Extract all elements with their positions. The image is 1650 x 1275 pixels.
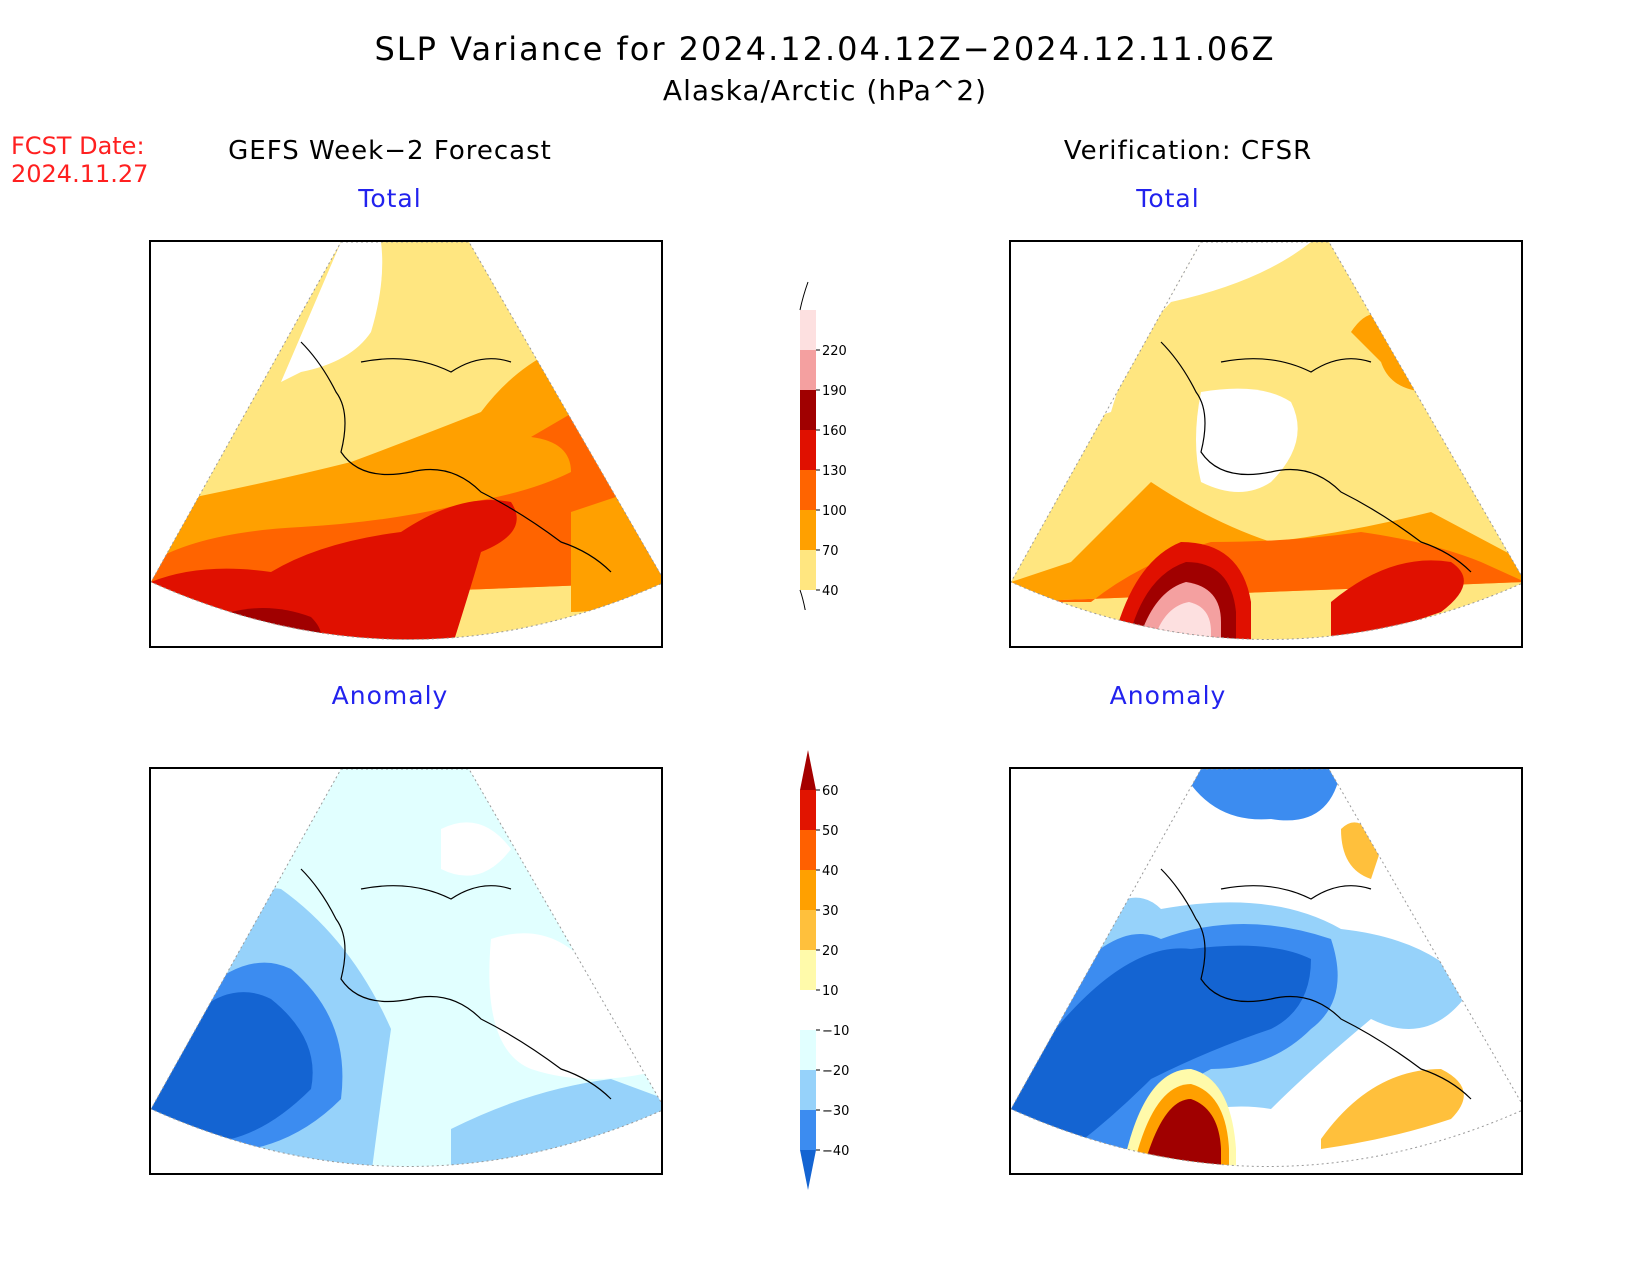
fcst-date-label: FCST Date:	[11, 132, 145, 160]
verification-total-map	[1009, 240, 1523, 648]
total-colorbar-swatch	[800, 550, 816, 590]
forecast-total-fill-100	[151, 402, 661, 602]
map-title: SLP Variance for 2024.12.04.12Z−2024.12.…	[374, 30, 1276, 68]
anomaly-colorbar-swatch	[800, 910, 816, 950]
verification-anomaly-fill-minus30-north	[1181, 769, 1341, 821]
fcst-date-value: 2024.11.27	[11, 160, 149, 188]
forecast-total-title: Total	[358, 184, 422, 213]
anomaly-colorbar-swatch	[800, 1110, 816, 1150]
anomaly-colorbar-label: 40	[822, 864, 839, 879]
anomaly-colorbar: −40 −30 −20 −10 10 20 30 40 50 60	[800, 750, 849, 1190]
coastline	[300, 341, 612, 573]
total-colorbar-swatch	[800, 510, 816, 550]
total-colorbar-label: 130	[822, 464, 847, 479]
anomaly-colorbar-label: −40	[822, 1144, 849, 1159]
anomaly-colorbar-label: −20	[822, 1064, 849, 1079]
total-colorbar-label: 100	[822, 504, 847, 519]
verification-anomaly-fill-plus30-east	[1321, 1069, 1464, 1149]
verification-column-title: Verification: CFSR	[1063, 136, 1313, 166]
anomaly-colorbar-label: −30	[822, 1104, 849, 1119]
anomaly-colorbar-swatch	[800, 950, 816, 990]
coastline	[300, 868, 612, 1100]
map-subtitle: Alaska/Arctic (hPa^2)	[662, 74, 988, 107]
coastline	[1160, 341, 1472, 573]
total-colorbar-label: 40	[822, 584, 839, 599]
forecast-anomaly-map	[149, 767, 663, 1175]
total-colorbar-label: 70	[822, 544, 839, 559]
anomaly-colorbar-label: 30	[822, 904, 839, 919]
verification-anomaly-title: Anomaly	[1109, 681, 1227, 710]
total-colorbar-swatch	[800, 310, 816, 350]
verification-total-fill-130-east	[1331, 560, 1464, 640]
anomaly-colorbar-swatch	[800, 1070, 816, 1110]
verification-total-fill-below-center	[1196, 388, 1298, 492]
anomaly-colorbar-label: −10	[822, 1024, 849, 1039]
border-line	[1220, 885, 1372, 900]
anomaly-colorbar-label: 60	[822, 784, 839, 799]
verification-total-title: Total	[1136, 184, 1200, 213]
total-colorbar-swatch	[800, 350, 816, 390]
anomaly-colorbar-label: 10	[822, 984, 839, 999]
anomaly-colorbar-swatch	[800, 1030, 816, 1070]
anomaly-colorbar-swatch	[800, 990, 816, 1030]
border-line	[360, 885, 512, 900]
forecast-anomaly-fill-neutral-east	[489, 933, 661, 1079]
anomaly-colorbar-label: 20	[822, 944, 839, 959]
anomaly-colorbar-label: 50	[822, 824, 839, 839]
total-colorbar-label: 190	[822, 384, 847, 399]
total-colorbar-swatch	[800, 390, 816, 430]
forecast-column-title: GEFS Week−2 Forecast	[228, 136, 552, 166]
anomaly-colorbar-swatch	[800, 870, 816, 910]
anomaly-colorbar-swatch	[800, 1150, 816, 1190]
anomaly-colorbar-swatch	[800, 750, 816, 790]
coastline	[1160, 868, 1472, 1100]
total-colorbar: 40 70 100 130 160 190 220	[799, 281, 847, 610]
total-colorbar-end-cap	[799, 281, 809, 311]
border-line	[1220, 358, 1372, 373]
forecast-anomaly-title: Anomaly	[331, 681, 449, 710]
verification-anomaly-map	[1009, 767, 1523, 1175]
total-colorbar-label: 220	[822, 344, 847, 359]
forecast-total-map	[149, 240, 663, 648]
total-colorbar-end-cap	[799, 589, 806, 610]
total-colorbar-label: 160	[822, 424, 847, 439]
total-colorbar-swatch	[800, 430, 816, 470]
total-colorbar-swatch	[800, 470, 816, 510]
anomaly-colorbar-swatch	[800, 790, 816, 830]
verification-anomaly-fill-minus40	[1011, 945, 1311, 1149]
border-line	[360, 358, 512, 373]
forecast-anomaly-fill-neutral-north	[441, 822, 511, 876]
anomaly-colorbar-swatch	[800, 830, 816, 870]
